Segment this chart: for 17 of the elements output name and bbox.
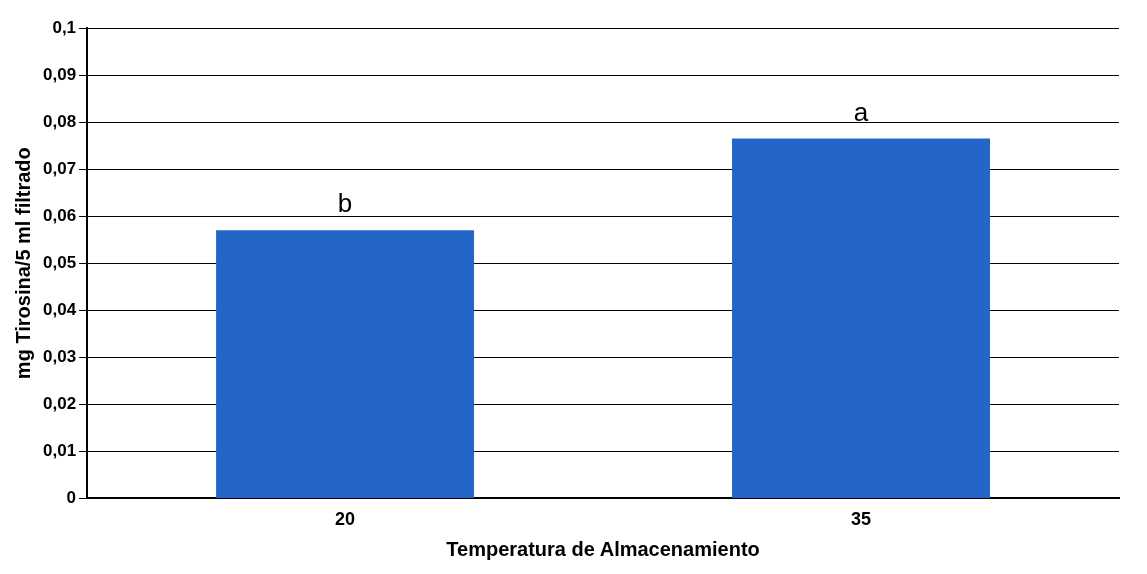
y-tick-label: 0,08 bbox=[42, 111, 77, 131]
y-tick-label: 0,05 bbox=[42, 252, 77, 272]
y-tick-label: 0,07 bbox=[42, 158, 77, 178]
annotation: b bbox=[337, 188, 353, 219]
y-tick-label: 0,01 bbox=[42, 441, 77, 461]
x-tick-label: 20 bbox=[335, 509, 356, 530]
x-tick-label: 35 bbox=[851, 509, 872, 530]
y-tick-label: 0,06 bbox=[42, 205, 77, 225]
y-axis-title: mg Tirosina/5 ml filtrado bbox=[11, 147, 34, 380]
y-tick-label: 0,1 bbox=[52, 17, 77, 37]
annotation: a bbox=[853, 96, 869, 127]
x-axis-title: Temperatura de Almacenamiento bbox=[446, 537, 760, 560]
y-tick-label: 0,02 bbox=[42, 394, 77, 414]
y-tick-label: 0,04 bbox=[42, 299, 77, 319]
y-tick-label: 0 bbox=[66, 488, 77, 508]
y-tick-label: 0,09 bbox=[42, 64, 77, 84]
y-tick-label: 0,03 bbox=[42, 346, 77, 366]
